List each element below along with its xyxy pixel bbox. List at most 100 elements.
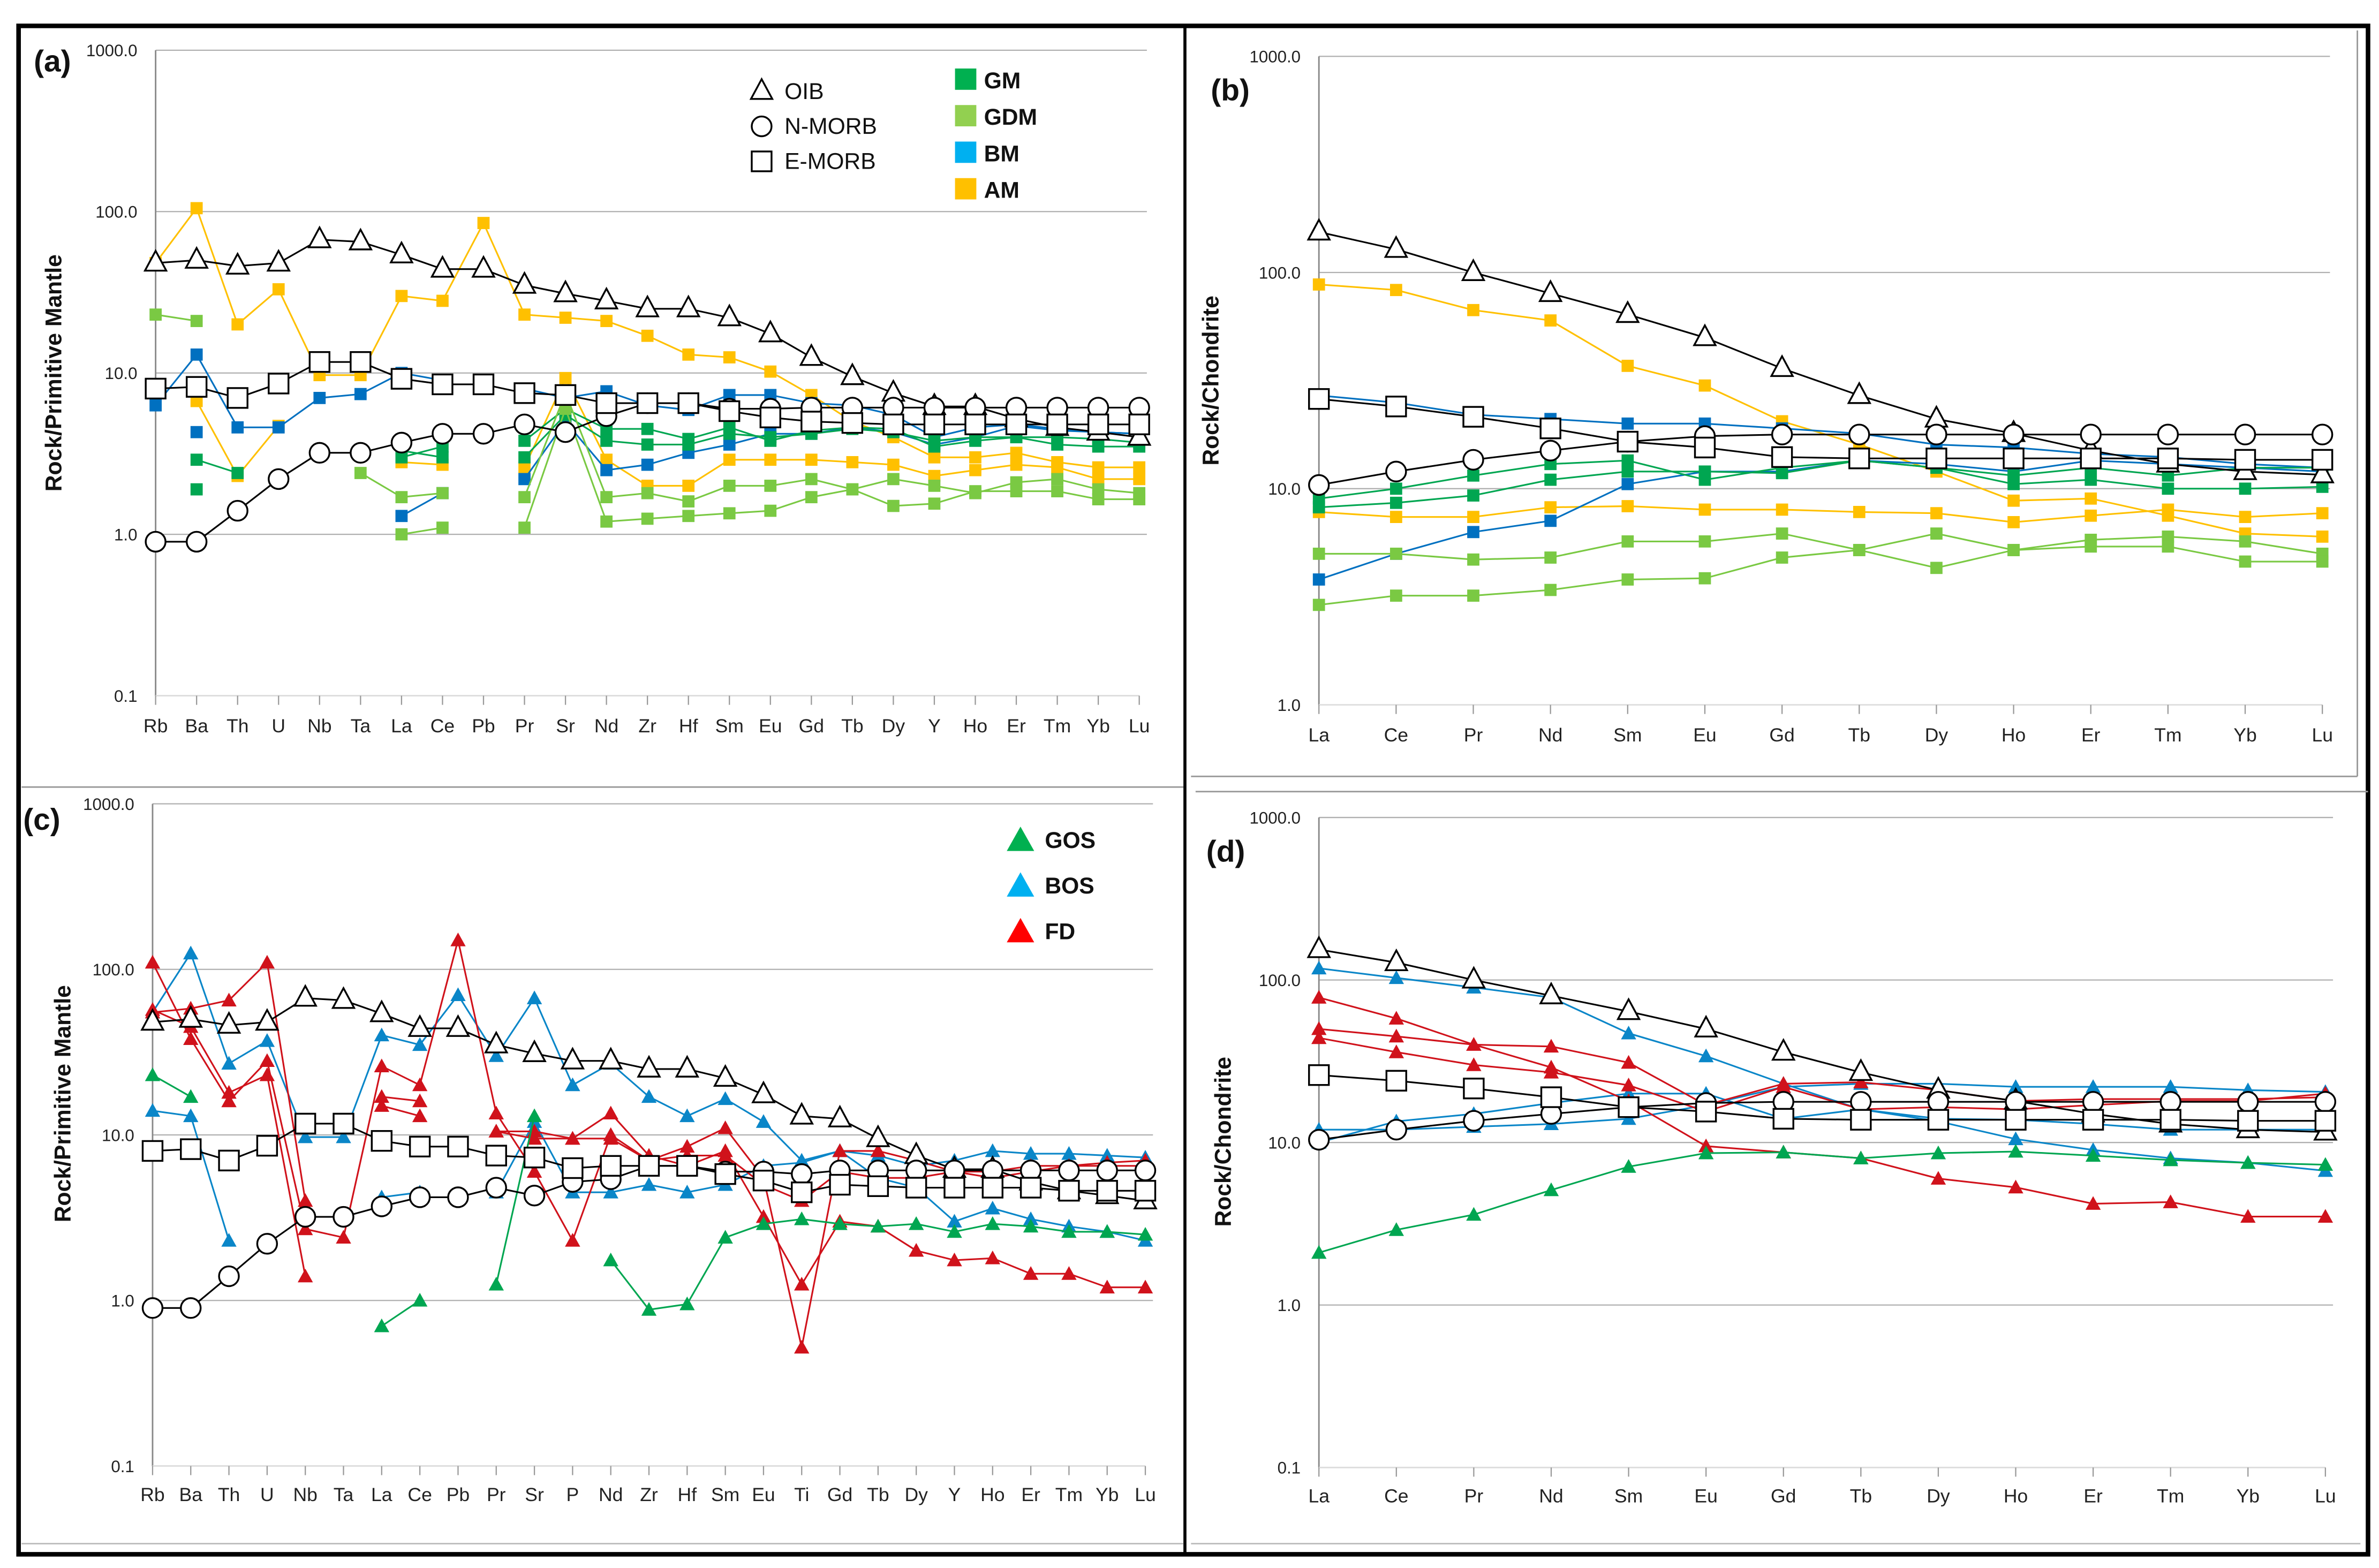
data-point — [829, 1173, 851, 1196]
y-tick-label: 1000.0 — [83, 795, 134, 814]
data-point — [436, 451, 449, 464]
data-point — [2080, 423, 2102, 445]
series-line — [1318, 949, 2325, 1133]
data-point — [350, 351, 372, 373]
x-tick-label: Ho — [980, 1484, 1005, 1505]
data-point — [718, 1091, 733, 1105]
data-point — [641, 487, 654, 499]
data-point — [1389, 589, 1402, 602]
x-tick-label: U — [271, 715, 285, 737]
data-point — [488, 1277, 504, 1291]
x-tick-label: Sm — [711, 1484, 739, 1505]
x-tick-label: Ce — [431, 715, 455, 737]
data-point — [1771, 423, 1793, 445]
series-e-morb — [1308, 388, 2333, 471]
data-point — [799, 343, 824, 366]
series-gdm — [1312, 540, 2329, 611]
data-point — [1544, 473, 1557, 486]
data-point — [374, 1318, 390, 1332]
series-line — [1319, 967, 2326, 1172]
x-tick-label: La — [1308, 724, 1330, 746]
data-point — [409, 1186, 431, 1208]
data-point — [1306, 935, 1331, 958]
data-point — [190, 315, 203, 327]
legend-label: GOS — [1045, 828, 1096, 853]
series-line — [495, 1116, 535, 1285]
data-point — [641, 512, 654, 525]
data-point — [2163, 1152, 2178, 1166]
data-point — [450, 933, 466, 946]
data-point — [1694, 1014, 1718, 1037]
data-point — [1005, 413, 1028, 435]
data-point — [675, 1055, 700, 1078]
series-gdm — [149, 308, 1146, 507]
series-e-morb — [145, 351, 1150, 435]
x-tick-label: Ce — [1384, 724, 1408, 746]
data-point — [185, 531, 208, 553]
data-point — [1133, 493, 1146, 505]
data-point — [764, 504, 777, 517]
data-point — [221, 1093, 237, 1108]
x-tick-label: Gd — [827, 1484, 852, 1505]
x-tick-label: Pr — [1464, 724, 1483, 746]
data-point — [641, 458, 654, 471]
data-point — [1544, 551, 1557, 564]
data-point — [1621, 478, 1634, 490]
x-tick-label: Nd — [1538, 724, 1562, 746]
data-point — [1544, 458, 1557, 471]
series-line — [1318, 1093, 2325, 1143]
data-point — [723, 480, 736, 492]
data-point — [559, 312, 572, 324]
data-point — [477, 217, 490, 229]
data-point — [389, 240, 414, 263]
data-point — [1771, 446, 1793, 468]
data-point — [1771, 1037, 1796, 1061]
data-point — [1389, 482, 1402, 495]
y-tick-label: 10.0 — [102, 1126, 134, 1145]
data-point — [595, 392, 617, 414]
data-point — [756, 1114, 772, 1128]
series-line — [1319, 398, 2323, 461]
data-point — [1134, 1180, 1157, 1202]
data-point — [637, 1055, 661, 1078]
x-tick-label: Lu — [2312, 724, 2333, 746]
data-point — [523, 1147, 546, 1169]
data-point — [145, 377, 167, 400]
data-point — [635, 294, 660, 317]
data-point — [2314, 1110, 2337, 1132]
data-point — [268, 373, 290, 395]
data-point — [2008, 1131, 2023, 1146]
legend-marker — [1007, 918, 1034, 943]
x-tick-label: Eu — [759, 715, 782, 737]
data-point — [718, 1148, 733, 1162]
data-point — [1467, 526, 1479, 539]
data-point — [1544, 501, 1557, 514]
data-point — [2317, 1209, 2333, 1223]
data-point — [1462, 449, 1484, 471]
x-tick-label: Ho — [2004, 1486, 2028, 1507]
data-point — [1092, 493, 1105, 505]
data-point — [1698, 535, 1711, 548]
series-e-morb — [1308, 1064, 2337, 1132]
data-point — [218, 1149, 240, 1172]
x-tick-label: Tb — [1848, 724, 1870, 746]
data-point — [2162, 531, 2174, 543]
series-line — [401, 492, 443, 517]
data-point — [526, 1108, 542, 1123]
data-point — [145, 531, 167, 553]
data-point — [870, 1218, 886, 1233]
data-point — [412, 1037, 428, 1051]
y-tick-label: 1.0 — [1278, 1296, 1301, 1315]
data-point — [682, 495, 695, 507]
data-point — [985, 1200, 1001, 1215]
data-point — [713, 1064, 738, 1087]
series-gos — [1311, 1143, 2333, 1259]
data-point — [221, 1056, 237, 1070]
data-point — [723, 389, 736, 402]
series-line — [1319, 459, 2323, 509]
data-point — [1019, 1177, 1042, 1199]
x-tick-label: Hf — [679, 715, 698, 737]
x-tick-label: Gd — [1771, 1486, 1796, 1507]
data-point — [600, 315, 613, 327]
legend-marker — [1007, 872, 1034, 897]
